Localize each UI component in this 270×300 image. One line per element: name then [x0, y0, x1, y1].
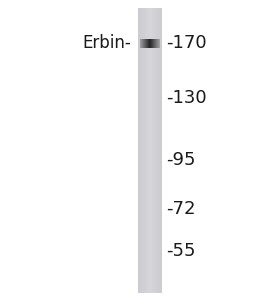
Bar [153, 39, 154, 48]
Text: -72: -72 [166, 200, 195, 218]
Bar [155, 39, 156, 48]
Bar [141, 8, 142, 292]
Bar [142, 39, 143, 48]
Bar [157, 39, 158, 48]
Bar [141, 8, 142, 292]
Bar [142, 8, 143, 292]
Bar [152, 39, 153, 48]
Bar [142, 8, 143, 292]
Bar [145, 8, 146, 292]
Bar [154, 39, 155, 48]
Bar [153, 8, 154, 292]
Bar [150, 8, 151, 292]
Text: -95: -95 [166, 151, 195, 169]
Bar [152, 8, 153, 292]
Bar [143, 39, 144, 48]
Bar [141, 39, 142, 48]
Bar [139, 8, 140, 292]
Bar [150, 39, 151, 48]
Bar [157, 8, 158, 292]
Bar [146, 39, 147, 48]
Bar [153, 39, 154, 48]
Bar [157, 39, 158, 48]
Bar [143, 8, 144, 292]
Bar [151, 39, 152, 48]
Bar [143, 39, 144, 48]
Bar [156, 8, 157, 292]
Bar [140, 39, 141, 48]
Bar [147, 39, 148, 48]
Bar [150, 39, 151, 48]
Bar [147, 8, 148, 292]
Bar [159, 39, 160, 48]
Bar [160, 8, 161, 292]
Bar [159, 8, 160, 292]
Bar [142, 39, 143, 48]
Bar [158, 8, 159, 292]
Bar [143, 8, 144, 292]
Bar [155, 8, 156, 292]
Bar [151, 8, 152, 292]
Bar [146, 8, 147, 292]
Bar [140, 8, 141, 292]
Bar [157, 8, 158, 292]
Bar [146, 8, 147, 292]
Bar [158, 8, 159, 292]
Bar [146, 39, 147, 48]
Bar [140, 39, 141, 48]
Bar [149, 39, 150, 48]
Bar [160, 8, 161, 292]
Text: -170: -170 [166, 34, 207, 52]
Bar [155, 8, 156, 292]
Bar [145, 39, 146, 48]
Bar [159, 8, 160, 292]
Bar [154, 39, 155, 48]
Bar [144, 8, 145, 292]
Bar [141, 39, 142, 48]
Bar [140, 8, 141, 292]
Bar [154, 8, 155, 292]
Bar [156, 39, 157, 48]
Bar [145, 39, 146, 48]
Bar [148, 39, 149, 48]
Bar [153, 8, 154, 292]
Bar [145, 8, 146, 292]
Bar [156, 8, 157, 292]
Bar [150, 8, 151, 292]
Bar [151, 8, 152, 292]
Bar [149, 8, 150, 292]
Bar [149, 8, 150, 292]
Bar [148, 8, 149, 292]
Bar [144, 39, 145, 48]
Bar [158, 39, 159, 48]
Bar [159, 39, 160, 48]
Bar [144, 39, 145, 48]
Bar [154, 8, 155, 292]
Bar [151, 39, 152, 48]
Bar [149, 39, 150, 48]
Bar [148, 8, 149, 292]
Bar [155, 39, 156, 48]
Text: Erbin-: Erbin- [82, 34, 131, 52]
Bar [148, 39, 149, 48]
Text: -130: -130 [166, 89, 207, 107]
Bar [144, 8, 145, 292]
Bar [156, 39, 157, 48]
Text: -55: -55 [166, 242, 195, 260]
Bar [139, 8, 140, 292]
Bar [158, 39, 159, 48]
